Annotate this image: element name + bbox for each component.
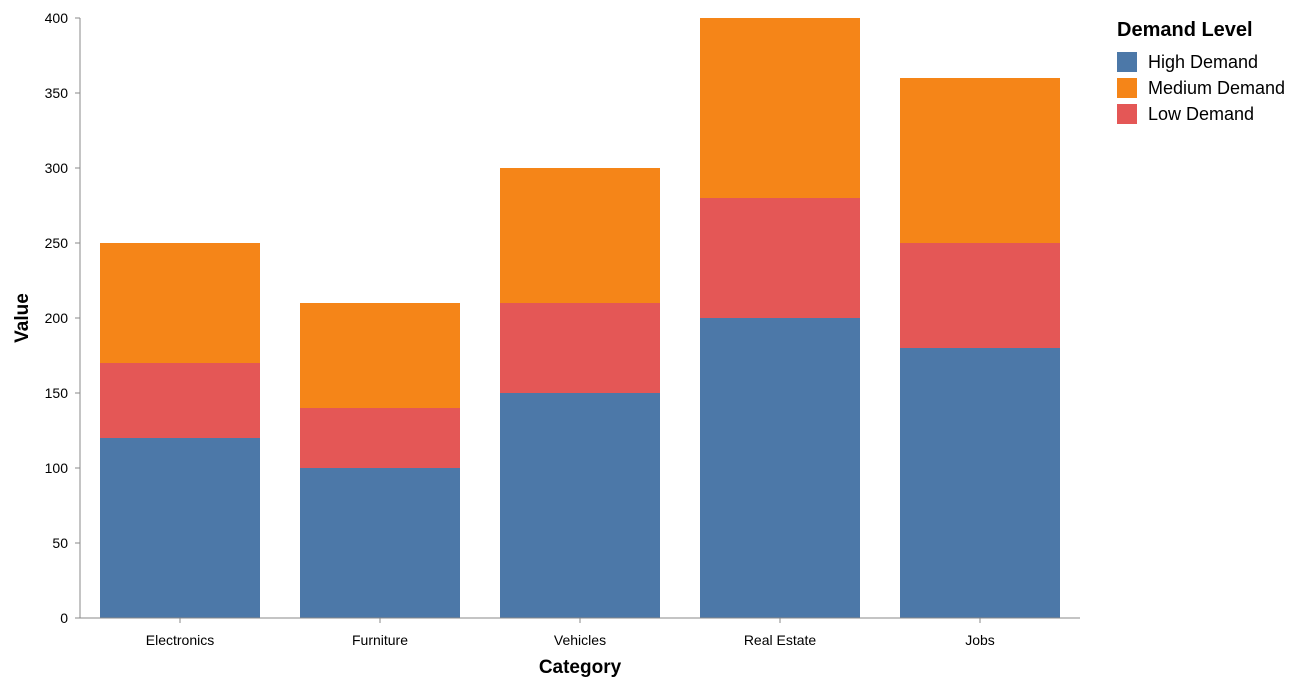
y-axis: 0 50 100 150 200 250 300 350 400 xyxy=(45,10,81,626)
y-tick-label: 400 xyxy=(45,10,69,26)
y-tick-label: 300 xyxy=(45,160,69,176)
legend-swatch-high-demand xyxy=(1117,52,1137,72)
y-tick-label: 50 xyxy=(52,535,68,551)
bar-jobs-low-demand xyxy=(900,243,1060,348)
x-axis: Electronics Furniture Vehicles Real Estate J… xyxy=(80,617,1080,648)
bar-real-estate-medium-demand xyxy=(700,18,860,198)
y-axis-title: Value xyxy=(12,293,33,343)
legend: Demand Level High Demand Medium Demand Low… xyxy=(1117,19,1285,124)
x-tick-label: Vehicles xyxy=(554,632,606,648)
x-tick-label: Real Estate xyxy=(744,632,817,648)
legend-label: Medium Demand xyxy=(1148,78,1285,98)
y-tick-label: 350 xyxy=(45,85,69,101)
legend-swatch-medium-demand xyxy=(1117,78,1137,98)
legend-label: High Demand xyxy=(1148,52,1258,72)
bar-electronics-low-demand xyxy=(100,363,260,438)
bar-vehicles-medium-demand xyxy=(500,168,660,303)
legend-swatch-low-demand xyxy=(1117,104,1137,124)
bar-electronics-high-demand xyxy=(100,438,260,618)
legend-label: Low Demand xyxy=(1148,104,1254,124)
x-axis-title: Category xyxy=(539,657,622,678)
y-tick-label: 150 xyxy=(45,385,69,401)
bar-real-estate-high-demand xyxy=(700,318,860,618)
bar-furniture-high-demand xyxy=(300,468,460,618)
bar-jobs-high-demand xyxy=(900,348,1060,618)
bar-electronics-medium-demand xyxy=(100,243,260,363)
bar-furniture-low-demand xyxy=(300,408,460,468)
y-tick-label: 250 xyxy=(45,235,69,251)
y-tick-label: 0 xyxy=(60,610,68,626)
bar-real-estate-low-demand xyxy=(700,198,860,318)
x-tick-label: Electronics xyxy=(146,632,214,648)
y-tick-label: 100 xyxy=(45,460,69,476)
bar-vehicles-high-demand xyxy=(500,393,660,618)
bars-layer xyxy=(100,18,1060,618)
bar-jobs-medium-demand xyxy=(900,78,1060,243)
bar-vehicles-low-demand xyxy=(500,303,660,393)
x-tick-label: Furniture xyxy=(352,632,408,648)
x-tick-label: Jobs xyxy=(965,632,995,648)
y-tick-label: 200 xyxy=(45,310,69,326)
legend-title: Demand Level xyxy=(1117,19,1253,41)
bar-furniture-medium-demand xyxy=(300,303,460,408)
